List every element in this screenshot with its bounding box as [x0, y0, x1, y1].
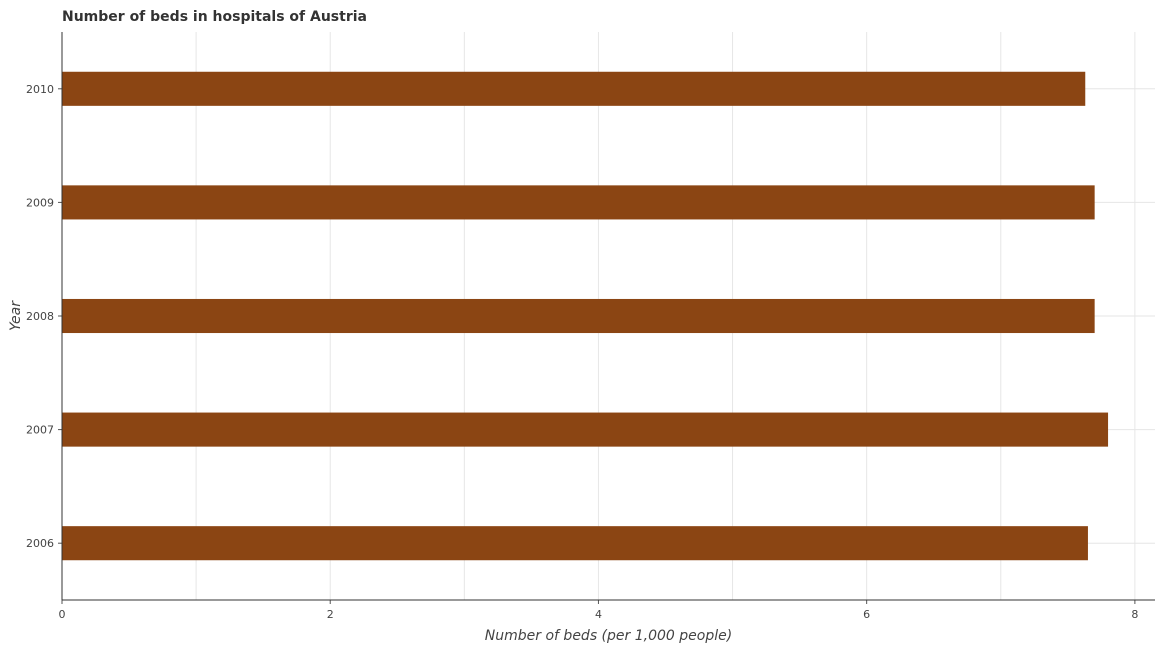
- bars: [62, 72, 1108, 560]
- bar-2007: [62, 413, 1108, 447]
- bar-2010: [62, 72, 1085, 106]
- x-tick-label: 8: [1131, 608, 1138, 621]
- x-axis-label: Number of beds (per 1,000 people): [485, 628, 732, 644]
- bar-2008: [62, 299, 1095, 333]
- bar-2006: [62, 526, 1088, 560]
- x-tick-label: 6: [863, 608, 870, 621]
- y-tick-label: 2006: [26, 537, 54, 550]
- bar-2009: [62, 185, 1095, 219]
- x-tick-label: 2: [327, 608, 334, 621]
- y-tick-label: 2010: [26, 83, 54, 96]
- x-tick-label: 4: [595, 608, 602, 621]
- y-tick-label: 2008: [26, 310, 54, 323]
- y-axis-label: Year: [8, 300, 24, 331]
- x-tick-label: 0: [59, 608, 66, 621]
- y-tick-label: 2009: [26, 196, 54, 209]
- y-tick-label: 2007: [26, 424, 54, 437]
